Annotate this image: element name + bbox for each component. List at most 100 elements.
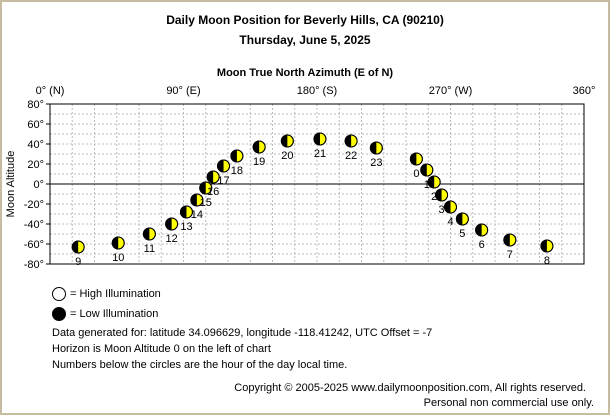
moon-point-dark	[143, 228, 150, 240]
moon-point-hour-label: 4	[447, 216, 453, 228]
x-tick-label: 180° (S)	[297, 85, 337, 97]
legend-low-label: = Low Illumination	[70, 308, 159, 320]
moon-point: 16	[206, 170, 220, 198]
moon-point-hour-label: 1	[424, 179, 430, 191]
moon-point-dark	[112, 237, 119, 249]
moon-point-outline	[409, 152, 423, 166]
moon-point: 3	[435, 188, 449, 216]
moon-point: 10	[111, 236, 125, 264]
moon-point-outline	[199, 181, 213, 195]
moon-point-outline	[179, 205, 193, 219]
moon-point-hour-label: 19	[253, 156, 265, 168]
y-tick-label: 0°	[33, 179, 44, 191]
x-tick-label: 0° (N)	[36, 85, 65, 97]
moon-point: 0	[409, 152, 423, 180]
moon-point-dark	[165, 218, 172, 230]
moon-point-outline	[313, 132, 327, 146]
moon-point-hour-label: 22	[345, 150, 357, 162]
moon-point-outline	[344, 134, 358, 148]
moon-point: 15	[199, 181, 213, 209]
moon-point-outline	[503, 233, 517, 247]
x-axis-title: Moon True North Azimuth (E of N)	[216, 67, 394, 79]
moon-point-dark	[313, 133, 320, 145]
y-tick-label: 60°	[27, 119, 44, 131]
moon-point: 4	[444, 200, 457, 228]
moon-point-outline	[369, 141, 383, 155]
y-tick-label: -20°	[24, 199, 44, 211]
y-tick-label: -80°	[24, 259, 44, 271]
moon-point-dark	[253, 141, 260, 153]
moon-point-hour-label: 10	[112, 252, 124, 264]
moon-point-outline	[165, 217, 179, 231]
moon-point-hour-label: 0	[413, 168, 419, 180]
moon-point: 1	[420, 163, 434, 191]
moon-point-outline	[217, 159, 231, 173]
moon-point-hour-label: 14	[191, 209, 203, 221]
moon-point-outline	[540, 239, 554, 253]
moon-point: 22	[344, 134, 358, 162]
moon-point-dark	[345, 135, 352, 147]
moon-point-dark	[444, 201, 451, 213]
moon-point: 23	[369, 141, 383, 169]
moon-point-dark	[281, 135, 288, 147]
y-tick-label: -40°	[24, 219, 44, 231]
info-hours: Numbers below the circles are the hour o…	[52, 359, 348, 371]
moon-point-dark	[72, 241, 79, 253]
moon-point: 11	[142, 227, 156, 255]
moon-point-hour-label: 16	[207, 186, 219, 198]
moon-point-dark	[370, 142, 377, 154]
moon-point: 6	[475, 223, 489, 251]
moon-point-hour-label: 17	[217, 175, 229, 187]
moon-point-outline	[280, 134, 294, 148]
moon-point-hour-label: 11	[144, 243, 155, 255]
moon-point-hour-label: 8	[544, 255, 550, 267]
y-tick-label: -60°	[24, 239, 44, 251]
moon-point-dark	[503, 234, 510, 246]
moon-point-dark	[420, 164, 427, 176]
moon-point-outline	[230, 149, 244, 163]
legend-low-icon	[52, 307, 66, 321]
moon-point-hour-label: 23	[370, 157, 382, 169]
copyright: Copyright © 2005-2025 www.dailymoonposit…	[234, 382, 586, 394]
x-tick-label: 90° (E)	[166, 85, 200, 97]
moon-point-dark	[207, 171, 214, 183]
moon-point-outline	[427, 175, 441, 189]
moon-point-hour-label: 12	[166, 233, 178, 245]
moon-point-dark	[199, 182, 206, 195]
moon-point-outline	[435, 188, 449, 202]
moon-point-hour-label: 6	[479, 239, 485, 251]
moon-point-outline	[111, 236, 125, 250]
moon-point-outline	[475, 223, 489, 237]
moon-point: 14	[190, 193, 204, 221]
moon-point-hour-label: 7	[507, 249, 513, 261]
x-tick-label: 360°	[573, 85, 596, 97]
y-tick-label: 20°	[27, 159, 44, 171]
tick-labels: 0° (N) 90° (E) 180° (S) 270° (W) 360°80°60°4…	[24, 85, 596, 271]
moon-point: 19	[252, 140, 266, 168]
moon-point: 7	[503, 233, 517, 261]
moon-point-hour-label: 18	[231, 165, 243, 177]
moon-point-outline	[252, 140, 266, 154]
legend-high-icon	[52, 287, 66, 301]
x-tick-label: 270° (W)	[429, 85, 473, 97]
info-coordinates: Data generated for: latitude 34.096629, …	[52, 327, 433, 339]
moon-point: 18	[230, 149, 244, 177]
moon-point: 8	[540, 239, 554, 267]
moon-point-dark	[410, 153, 417, 165]
moon-point-dark	[540, 240, 547, 252]
moon-point-hour-label: 2	[431, 191, 437, 203]
info-horizon: Horizon is Moon Altitude 0 on the left o…	[52, 343, 271, 355]
moon-point: 2	[427, 175, 441, 203]
moon-point-outline	[142, 227, 156, 241]
moon-point-dark	[180, 206, 187, 218]
chart-title: Daily Moon Position for Beverly Hills, C…	[166, 13, 444, 27]
moon-point-outline	[71, 240, 85, 254]
y-tick-label: 80°	[27, 99, 44, 111]
moon-point-hour-label: 15	[200, 197, 212, 209]
moon-point-hour-label: 13	[180, 221, 192, 233]
moon-point-outline	[206, 170, 220, 184]
moon-point: 17	[217, 159, 231, 187]
y-axis-label: Moon Altitude	[5, 151, 17, 218]
moon-point-dark	[456, 213, 463, 225]
